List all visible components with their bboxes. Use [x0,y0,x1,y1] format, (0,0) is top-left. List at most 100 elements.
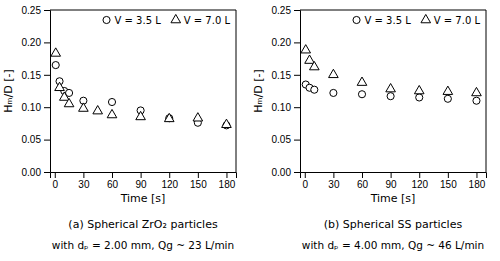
tick-label: 0.10 [22,102,42,113]
plot-area [51,48,231,129]
tick-mark [169,172,170,178]
tick-mark [44,10,50,11]
point [93,106,103,114]
point [472,87,482,95]
tick-label: 150 [190,179,207,190]
point [52,62,59,69]
point [55,82,65,90]
x-axis: 0306090120150180 [301,172,487,190]
tick-mark [448,172,449,178]
tick-label: 120 [161,179,178,190]
tick: 90 [136,172,148,190]
tick-mark [83,172,84,178]
y-axis: 0.000.050.100.150.200.25 [22,5,51,178]
legend-item: V = 3.5 L [353,15,411,26]
tick-label: 180 [469,179,486,190]
tick: 120 [411,172,428,190]
tick-mark [141,172,142,178]
tick-label: 30 [78,179,90,190]
tick: 0.15 [272,70,300,81]
tick-label: 60 [357,179,369,190]
tick: 0.20 [22,37,50,48]
legend-label: V = 7.0 L [184,15,231,26]
caption: (a) Spherical ZrO₂ particles [68,218,218,231]
point [473,97,480,104]
legend: V = 3.5 L V = 7.0 L [103,14,230,25]
point [330,89,337,96]
tick-label: 0.15 [22,70,42,81]
legend-symbol [421,14,431,22]
tick-mark [226,172,227,178]
plot-area [301,45,481,105]
point [108,98,115,105]
tick-mark [419,172,420,178]
point [358,91,365,98]
tick-label: 30 [328,179,340,190]
tick-label: 60 [107,179,119,190]
x-axis-title: Time [s] [370,192,416,205]
tick-mark [294,172,300,173]
legend-item: V = 3.5 L [103,15,161,26]
tick-mark [294,75,300,76]
tick-label: 0.00 [272,167,292,178]
panel: 03060901201501800.000.050.100.150.200.25… [2,5,237,251]
tick-label: 180 [219,179,236,190]
figure: 03060901201501800.000.050.100.150.200.25… [0,0,500,261]
series [52,62,230,129]
tick-label: 0.20 [272,37,292,48]
tick-label: 0.15 [272,70,292,81]
point [301,45,311,53]
tick-label: 0.05 [22,134,42,145]
tick-mark [476,172,477,178]
legend-label: V = 3.5 L [365,15,412,26]
tick: 30 [78,172,90,190]
tick: 30 [328,172,340,190]
point [60,92,70,100]
tick-mark [391,172,392,178]
caption: (b) Spherical SS particles [324,218,463,231]
tick-mark [294,42,300,43]
tick-label: 90 [386,179,398,190]
tick: 0.15 [22,70,50,81]
series [51,48,231,128]
point [386,84,396,92]
y-axis: 0.000.050.100.150.200.25 [272,5,301,178]
point [357,77,367,85]
tick-label: 0.20 [22,37,42,48]
tick-mark [44,75,50,76]
tick-mark [294,107,300,108]
point [414,85,424,93]
point [193,113,203,121]
tick: 150 [440,172,457,190]
legend-item: V = 7.0 L [421,14,480,25]
tick: 0.05 [22,134,50,145]
frame [300,10,486,172]
tick-mark [198,172,199,178]
point [136,111,146,119]
series [302,81,480,104]
tick-label: 0.10 [272,102,292,113]
tick: 180 [219,172,236,190]
axis-line [44,11,51,173]
point [222,119,232,127]
tick-label: 120 [411,179,428,190]
tick: 120 [161,172,178,190]
y-axis-title: Hₘ/D [-] [252,69,265,112]
point [329,69,339,77]
point [164,113,174,121]
panel: 03060901201501800.000.050.100.150.200.25… [252,5,487,251]
point [79,103,89,111]
point [443,86,453,94]
tick-label: 0.25 [272,5,292,16]
tick: 150 [190,172,207,190]
point [107,109,117,117]
tick-mark [362,172,363,178]
tick: 180 [469,172,486,190]
tick-label: 150 [440,179,457,190]
tick: 0.10 [22,102,50,113]
frame [50,10,236,172]
tick-mark [305,172,306,178]
legend-label: V = 3.5 L [115,15,162,26]
legend-label: V = 7.0 L [434,15,481,26]
tick-mark [44,172,50,173]
